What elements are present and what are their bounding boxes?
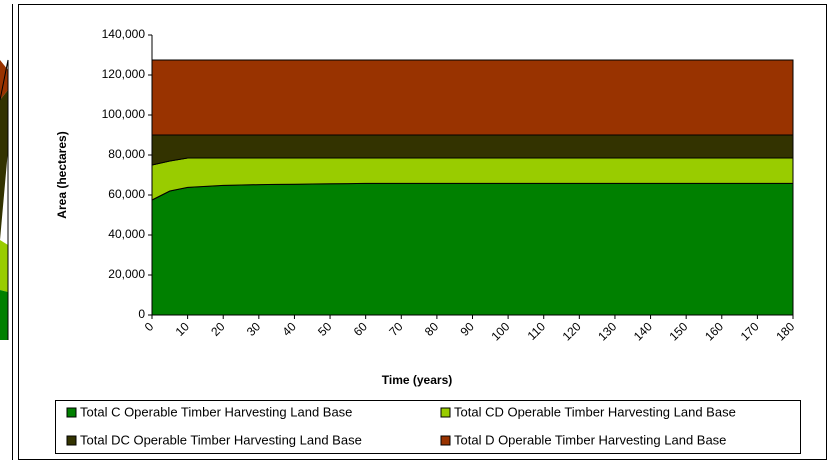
fragment-area [0,240,8,292]
area [151,182,794,316]
legend-label: Total D Operable Timber Harvesting Land … [454,432,726,447]
y-tick-label: 80,000 [108,147,145,161]
fragment-line [0,59,9,340]
legend-label: Total DC Operable Timber Harvesting Land… [80,432,362,447]
neighbor-chart-fragment [0,4,13,460]
x-axis-title: Time (years) [382,373,452,387]
y-tick-label: 120,000 [102,67,146,81]
y-tick-label: 20,000 [108,267,145,281]
legend-label: Total C Operable Timber Harvesting Land … [80,404,352,419]
y-tick-label: 40,000 [108,227,145,241]
legend-swatch [66,435,77,446]
legend-swatch [440,407,451,418]
y-axis-title: Area (hectares) [55,131,69,218]
area [151,59,794,136]
legend-label: Total CD Operable Timber Harvesting Land… [454,404,736,419]
legend-swatch [440,435,451,446]
y-tick-label: 100,000 [102,107,146,121]
legend-swatch [66,407,77,418]
y-tick-label: 140,000 [102,27,146,41]
legend-box [55,400,801,454]
y-tick-label: 60,000 [108,187,145,201]
y-tick-label: 0 [138,307,145,321]
fragment-area [0,290,8,340]
fragment-area [0,90,8,240]
